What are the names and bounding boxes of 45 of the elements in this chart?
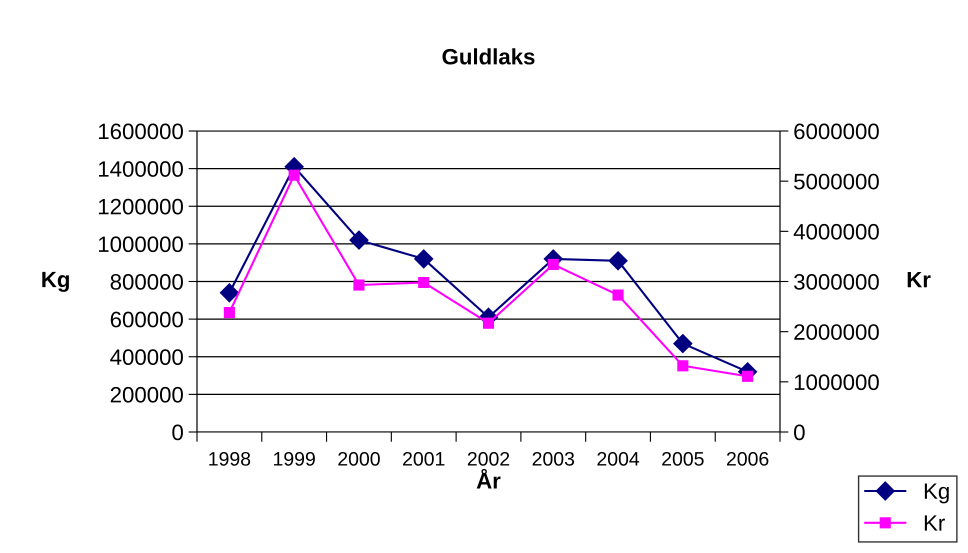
y-tick-label: 800000 <box>110 274 183 290</box>
y-axis-title: Kg <box>42 272 69 292</box>
point <box>482 318 494 329</box>
point <box>673 334 692 354</box>
x-tick-label: 2005 <box>662 452 704 466</box>
x-tick-label: 2000 <box>338 452 380 466</box>
point <box>353 279 364 291</box>
y-tick-label: 0 <box>172 424 183 440</box>
x-tick-label: 2001 <box>403 452 444 466</box>
point <box>608 251 628 270</box>
y2-tick-label: 1000000 <box>794 374 879 390</box>
x-tick-label: 2002 <box>468 452 510 466</box>
y-tick-label: 600000 <box>110 312 183 328</box>
x-tick-label: 2003 <box>532 452 574 466</box>
y-tick-label: 1000000 <box>98 236 183 252</box>
y2-tick-label: 3000000 <box>794 274 879 290</box>
x-tick-label: 2004 <box>597 452 640 466</box>
point <box>548 258 559 270</box>
y-tick-label: 1200000 <box>98 198 183 215</box>
point <box>288 170 300 181</box>
point <box>418 276 430 288</box>
point <box>220 283 239 302</box>
point <box>677 360 688 372</box>
legend-label: Kr <box>924 515 945 531</box>
point <box>742 370 754 382</box>
x-tick-label: 1998 <box>209 452 250 466</box>
chart-title: Guldlaks <box>442 48 535 65</box>
y2-tick-label: 5000000 <box>794 174 879 190</box>
legend-label: Kg <box>924 483 949 504</box>
point <box>349 230 368 250</box>
point <box>414 249 434 268</box>
y-tick-label: 200000 <box>110 386 183 403</box>
point <box>612 289 624 301</box>
y-tick-label: 1400000 <box>98 161 183 177</box>
y2-tick-label: 6000000 <box>794 124 879 140</box>
x-tick-label: 1999 <box>274 452 315 466</box>
y-tick-label: 1600000 <box>98 124 183 140</box>
y2-tick-label: 0 <box>794 424 805 440</box>
y2-tick-label: 2000000 <box>794 324 879 340</box>
y-tick-label: 400000 <box>110 349 183 366</box>
y2-tick-label: 4000000 <box>794 224 879 240</box>
x-tick-label: 2006 <box>726 452 768 466</box>
y2-axis-title: Kr <box>908 272 931 288</box>
point <box>224 307 235 318</box>
x-axis-title: År <box>476 468 501 488</box>
